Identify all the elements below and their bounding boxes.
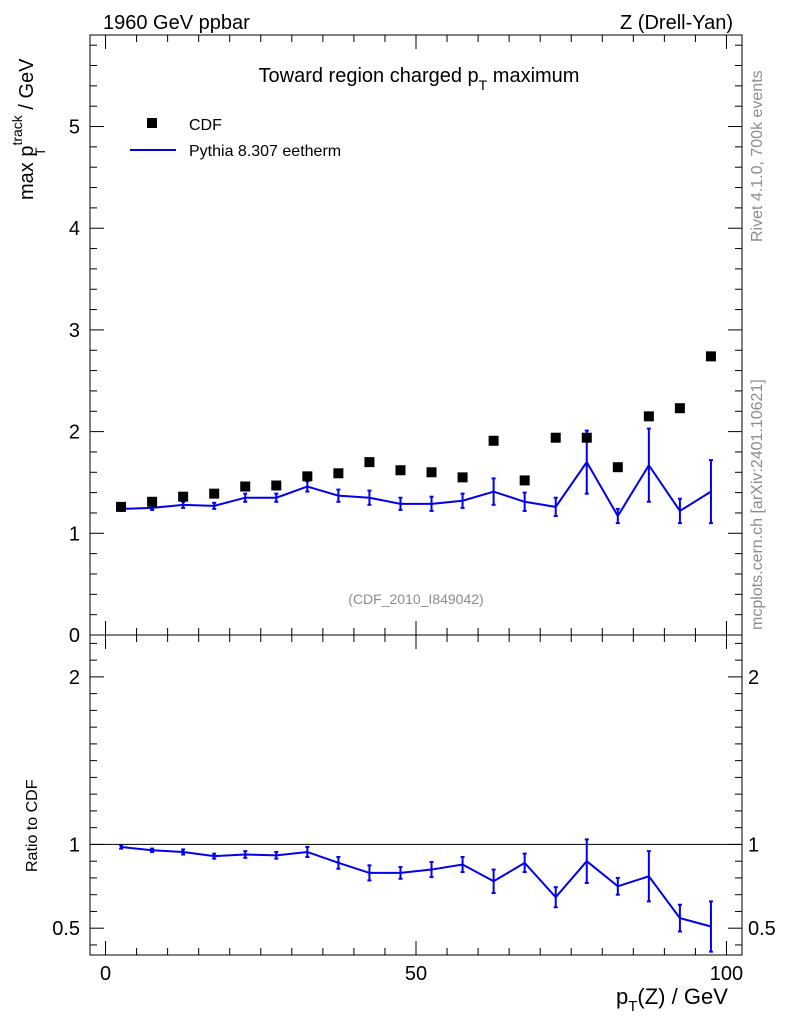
y-tick-label: 3 bbox=[69, 320, 80, 342]
cdf-point bbox=[147, 496, 158, 507]
cdf-point bbox=[488, 435, 499, 446]
x-label-pre: p bbox=[616, 984, 628, 1009]
main-y-axis-label: max ptrack / GeV T bbox=[9, 58, 48, 200]
cdf-point bbox=[209, 488, 220, 499]
cdf-point bbox=[612, 462, 623, 473]
ratio-tick-label-left: 2 bbox=[69, 667, 80, 689]
cdf-point bbox=[271, 480, 282, 491]
analysis-label: (CDF_2010_I849042) bbox=[348, 591, 483, 607]
y-label-post: / GeV bbox=[16, 58, 38, 115]
cdf-point bbox=[178, 491, 189, 502]
ratio-y-axis-label: Ratio to CDF bbox=[24, 779, 41, 872]
header-right: Z (Drell-Yan) bbox=[620, 12, 733, 34]
ratio-plot-frame bbox=[89, 634, 743, 956]
legend-cdf-label: CDF bbox=[189, 117, 222, 134]
axes-ticks: 0 50 100 0 1 2 3 4 5 0.5 0.5 1 1 2 2 bbox=[52, 35, 776, 985]
x-tick-label: 50 bbox=[405, 963, 427, 985]
y-label-pre: max p bbox=[16, 146, 38, 200]
y-tick-label: 0 bbox=[69, 625, 80, 647]
ratio-tick-label-left: 0.5 bbox=[52, 918, 80, 940]
y-tick-label: 4 bbox=[69, 218, 80, 240]
rivet-label: Rivet 4.1.0, 700k events bbox=[749, 70, 766, 242]
y-tick-label: 2 bbox=[69, 422, 80, 444]
cdf-point bbox=[364, 457, 375, 468]
cdf-point bbox=[581, 432, 592, 443]
y-tick-label: 5 bbox=[69, 117, 80, 139]
header-left: 1960 GeV ppbar bbox=[103, 12, 250, 34]
y-label-sup: track bbox=[9, 114, 25, 145]
data-layer bbox=[116, 351, 716, 953]
plot-title: Toward region charged pT maximum bbox=[259, 65, 580, 93]
legend-pythia-label: Pythia 8.307 eetherm bbox=[189, 143, 341, 160]
cdf-point bbox=[395, 465, 406, 476]
ratio-tick-label-right: 1 bbox=[748, 834, 759, 856]
cdf-point bbox=[333, 468, 344, 479]
legend: CDF Pythia 8.307 eetherm bbox=[130, 117, 341, 160]
mcplots-label: mcplots.cern.ch [arXiv:2401.10621] bbox=[749, 379, 766, 630]
ratio-tick-label-left: 1 bbox=[69, 834, 80, 856]
svg-text:pT(Z) / GeV: pT(Z) / GeV bbox=[616, 984, 728, 1015]
x-axis-label: pT(Z) / GeV bbox=[616, 984, 728, 1015]
x-tick-label: 0 bbox=[100, 963, 111, 985]
ratio-series bbox=[119, 838, 713, 953]
y-label-sub: T bbox=[32, 147, 48, 156]
legend-cdf-marker bbox=[147, 118, 157, 128]
cdf-point bbox=[519, 475, 530, 486]
cdf-point bbox=[705, 351, 716, 362]
title-main: Toward region charged p bbox=[259, 65, 479, 87]
cdf-point bbox=[674, 403, 685, 414]
cdf-point bbox=[550, 432, 561, 443]
cdf-point bbox=[116, 501, 127, 512]
cdf-point bbox=[426, 467, 437, 478]
x-tick-label: 100 bbox=[710, 963, 743, 985]
title-sub: T bbox=[479, 77, 488, 93]
cdf-point bbox=[240, 481, 251, 492]
ratio-tick-label-right: 2 bbox=[748, 667, 759, 689]
pythia-line bbox=[121, 460, 712, 518]
x-label-post: (Z) / GeV bbox=[637, 984, 728, 1009]
cdf-point bbox=[302, 471, 313, 482]
cdf-point bbox=[643, 411, 654, 422]
ratio-tick-label-right: 0.5 bbox=[748, 918, 776, 940]
cdf-point bbox=[457, 472, 468, 483]
title-tail: maximum bbox=[487, 65, 579, 87]
y-tick-label: 1 bbox=[69, 523, 80, 545]
x-label-sub: T bbox=[628, 998, 637, 1015]
main-plot-frame bbox=[89, 34, 743, 636]
svg-text:max ptrack / GeV: max ptrack / GeV bbox=[9, 58, 38, 200]
ratio-line bbox=[120, 845, 712, 928]
